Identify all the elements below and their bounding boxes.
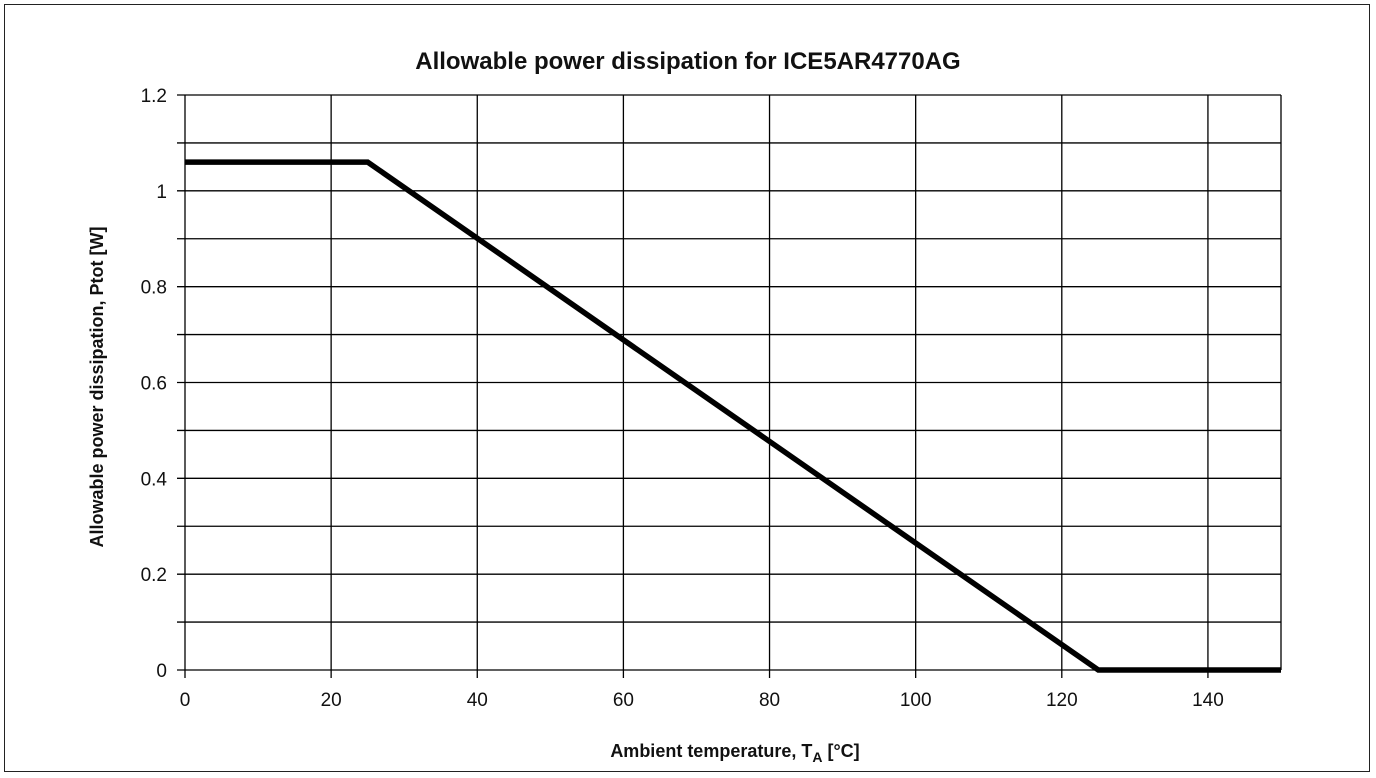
x-tick-label: 120	[1046, 690, 1078, 711]
y-tick-label: 1.2	[141, 86, 167, 107]
x-tick-label: 20	[321, 690, 342, 711]
series-layer	[185, 159, 1281, 673]
y-axis-label: Allowable power dissipation, Ptot [W]	[87, 226, 107, 547]
y-tick-label: 1	[156, 182, 167, 203]
power-derating-line	[185, 159, 1281, 673]
y-tick-label: 0.2	[141, 565, 167, 586]
x-tick-label: 40	[467, 690, 488, 711]
x-tick-label: 140	[1192, 690, 1224, 711]
x-axis-label-unit: [°C]	[822, 741, 859, 761]
x-axis-label: Ambient temperature, TA [°C]	[610, 741, 859, 765]
x-tick-label: 80	[759, 690, 780, 711]
grid	[177, 94, 1282, 678]
y-tick-label: 0	[156, 661, 167, 682]
x-tick-label: 0	[180, 690, 191, 711]
y-tick-label: 0.8	[141, 278, 167, 299]
x-axis-label-main: Ambient temperature, T	[610, 741, 812, 761]
y-axis-ticks: 0 0.2 0.4 0.6 0.8 1 1.2	[141, 86, 168, 682]
chart-title: Allowable power dissipation for ICE5AR47…	[415, 48, 960, 75]
power-derating-chart: Allowable power dissipation for ICE5AR47…	[87, 48, 1282, 765]
x-axis-ticks: 0 20 40 60 80 100 120 140	[180, 690, 1224, 711]
x-tick-label: 60	[613, 690, 634, 711]
x-axis-label-subscript: A	[812, 749, 822, 765]
chart-frame: Allowable power dissipation for ICE5AR47…	[4, 4, 1370, 772]
x-tick-label: 100	[900, 690, 932, 711]
y-tick-label: 0.4	[141, 469, 168, 490]
y-tick-label: 0.6	[141, 374, 167, 395]
